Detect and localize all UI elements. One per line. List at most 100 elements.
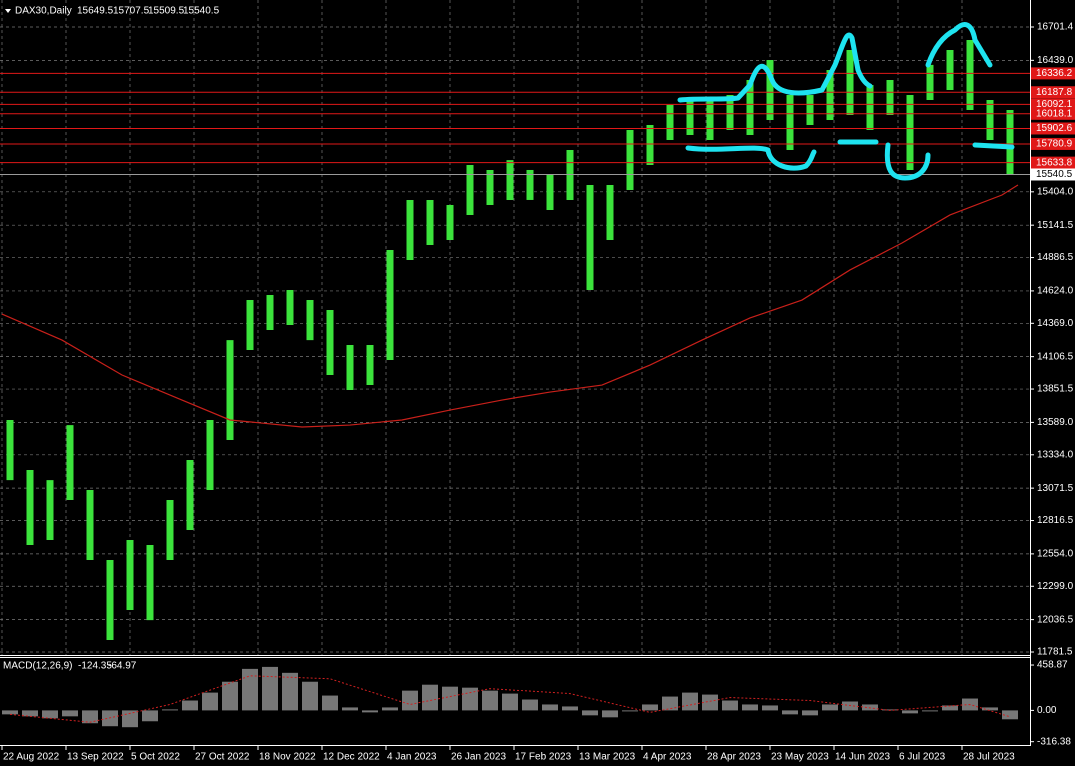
signal-line [9,675,1011,723]
macd-bar [42,710,58,719]
macd-bar [782,710,798,715]
header-value: 15707.5 [113,6,150,17]
macd-bar [182,700,198,711]
macd-bar [402,690,418,711]
level-label: 15633.8 [1036,157,1073,168]
x-tick-label: 23 May 2023 [771,752,829,763]
y-tick-label: 14624.0 [1037,286,1074,297]
y-tick-label: 12299.0 [1037,581,1074,592]
header-value: 15540.5 [183,6,220,17]
macd-bar [482,690,498,711]
current-price-box [1031,168,1075,181]
macd-bar [582,710,598,716]
current-price-label: 15540.5 [1036,169,1073,180]
header-value: 15649.5 [77,6,114,17]
level-label-box [1031,122,1075,135]
macd-bar [202,692,218,711]
macd-bar [742,704,758,711]
axes [0,0,1034,750]
macd-bar [802,710,818,716]
x-tick-label: 18 Nov 2022 [259,752,316,763]
y-tick-label: 14369.0 [1037,318,1074,329]
level-label-box [1031,137,1075,150]
y-tick-label: 12816.5 [1037,515,1074,526]
macd-bar [462,687,478,711]
x-tick-label: 6 Jul 2023 [899,752,946,763]
macd-bar [442,686,458,711]
macd-bar [942,705,958,711]
macd-bar [162,709,178,711]
level-label-box [1031,86,1075,99]
macd-bar [542,704,558,711]
annotation-stroke [677,32,873,103]
macd-bar [342,707,358,711]
level-label-box [1031,67,1075,80]
macd-bar [642,704,658,711]
y-tick-label: 11781.5 [1037,647,1073,658]
macd-bar [722,700,738,711]
menu-arrow[interactable] [5,9,11,13]
annotation-stroke [972,142,1015,150]
macd-bar [522,699,538,711]
x-tick-label: 13 Sep 2022 [67,752,124,763]
macd-bar [762,705,778,711]
x-tick-label: 27 Oct 2022 [195,752,250,763]
macd-bar [922,710,938,712]
macd-bar [662,696,678,711]
x-tick-label: 12 Dec 2022 [323,752,380,763]
x-tick-label: 28 Jul 2023 [963,752,1015,763]
annotations [677,22,1015,181]
y-tick-label: 13071.5 [1037,483,1074,494]
macd-bar [682,692,698,711]
x-tick-label: 13 Mar 2023 [579,752,636,763]
header-value: -124.35 [78,661,112,672]
y-tick-label: 458.87 [1037,660,1068,671]
level-label-box [1031,98,1075,111]
header-value: -64.97 [108,661,137,672]
x-tick-label: 28 Apr 2023 [707,752,761,763]
y-tick-label: 14106.5 [1037,351,1074,362]
y-tick-label: -316.38 [1037,736,1071,747]
macd-bar [562,706,578,711]
y-tick-label: 12036.5 [1037,614,1074,625]
macd-bar [322,695,338,711]
macd-bar [902,710,918,714]
level-label: 15780.9 [1036,139,1073,150]
macd-bar [82,710,98,724]
x-tick-label: 22 Aug 2022 [3,752,60,763]
x-tick-label: 4 Jan 2023 [387,752,437,763]
macd-bar [362,710,378,713]
macd-title: MACD(12,26,9) [3,661,72,672]
y-tick-label: 12554.0 [1037,549,1074,560]
macd-bar [982,707,998,711]
macd-bar [2,710,18,715]
labels: DAX30,Daily 15649.5 15707.5 15509.5 1554… [3,6,1075,763]
x-tick-label: 4 Apr 2023 [643,752,692,763]
level-label: 16018.1 [1036,108,1073,119]
x-tick-label: 17 Feb 2023 [515,752,572,763]
macd-bar [422,684,438,711]
macd-bar [302,681,318,711]
level-label: 16187.8 [1036,87,1073,98]
moving-average [1,184,1019,428]
macd-bar [702,694,718,711]
macd-bar [602,710,618,718]
y-tick-label: 14886.5 [1037,252,1074,263]
macd-bar [502,693,518,711]
x-tick-label: 26 Jan 2023 [451,752,506,763]
macd-bar [242,668,258,711]
annotation-stroke [685,145,817,171]
y-tick-label: 16439.0 [1037,55,1074,66]
macd-bar [1002,710,1018,720]
y-tick-label: 13334.0 [1037,449,1074,460]
y-tick-label: 16701.4 [1037,22,1074,33]
macd-bar [822,704,838,711]
macd-bar [382,707,398,711]
level-label-box [1031,156,1075,169]
symbol-title: DAX30,Daily [15,6,72,17]
level-label: 16336.2 [1036,68,1073,79]
macd-bar [62,710,78,717]
y-tick-label: 15404.0 [1037,186,1074,197]
